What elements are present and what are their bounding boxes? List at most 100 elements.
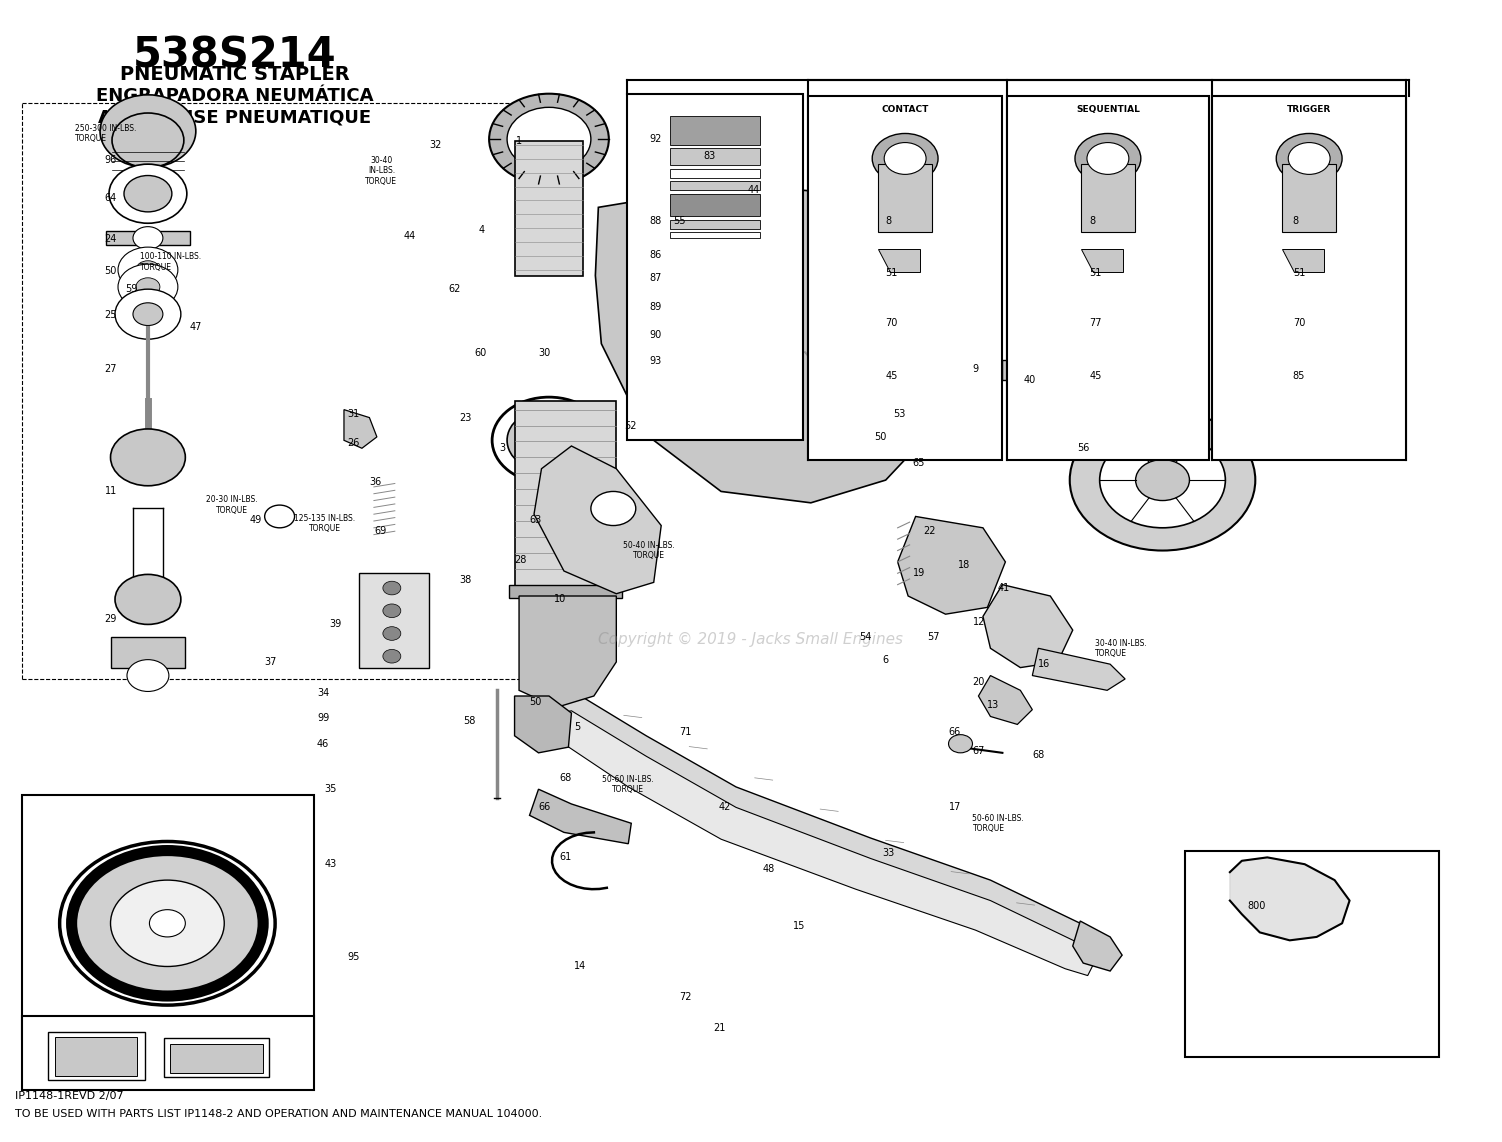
Text: 36: 36 bbox=[369, 477, 382, 488]
Text: 30-40 IN-LBS.
TORQUE: 30-40 IN-LBS. TORQUE bbox=[1095, 638, 1148, 658]
Text: 6: 6 bbox=[883, 654, 889, 665]
Circle shape bbox=[116, 289, 180, 339]
Text: PNEUMATIC STAPLER: PNEUMATIC STAPLER bbox=[120, 65, 350, 85]
Circle shape bbox=[383, 627, 401, 641]
FancyBboxPatch shape bbox=[56, 1037, 138, 1076]
FancyBboxPatch shape bbox=[515, 401, 616, 594]
Text: 27: 27 bbox=[105, 363, 117, 373]
FancyBboxPatch shape bbox=[1212, 96, 1406, 459]
Text: 69: 69 bbox=[374, 526, 386, 537]
Text: 61: 61 bbox=[559, 852, 572, 862]
Circle shape bbox=[383, 650, 401, 664]
Text: 50-40 IN-LBS.
TORQUE: 50-40 IN-LBS. TORQUE bbox=[623, 541, 674, 561]
Text: 26: 26 bbox=[347, 437, 359, 448]
FancyBboxPatch shape bbox=[670, 220, 760, 228]
Text: 51: 51 bbox=[886, 268, 898, 279]
Polygon shape bbox=[1230, 858, 1350, 940]
Text: 95: 95 bbox=[347, 952, 359, 963]
FancyBboxPatch shape bbox=[808, 96, 1002, 459]
Text: 15: 15 bbox=[793, 920, 805, 931]
Text: 41: 41 bbox=[997, 584, 1011, 593]
FancyBboxPatch shape bbox=[48, 1032, 144, 1080]
Polygon shape bbox=[978, 676, 1032, 724]
Text: 30: 30 bbox=[539, 348, 551, 357]
Polygon shape bbox=[545, 690, 1095, 955]
Polygon shape bbox=[1032, 649, 1125, 690]
Polygon shape bbox=[520, 596, 616, 707]
Text: 28: 28 bbox=[515, 555, 527, 564]
Text: 60: 60 bbox=[475, 348, 487, 357]
Text: TRIGGER: TRIGGER bbox=[1287, 105, 1331, 114]
Text: 8: 8 bbox=[1293, 216, 1299, 226]
Polygon shape bbox=[1081, 249, 1123, 272]
Text: 52: 52 bbox=[623, 420, 637, 431]
Text: 42: 42 bbox=[718, 803, 730, 812]
FancyBboxPatch shape bbox=[1140, 380, 1185, 449]
FancyBboxPatch shape bbox=[164, 1038, 269, 1077]
Text: 8: 8 bbox=[886, 216, 892, 226]
Circle shape bbox=[101, 95, 195, 168]
Text: 46: 46 bbox=[317, 739, 329, 749]
Text: 83: 83 bbox=[703, 151, 715, 161]
FancyBboxPatch shape bbox=[670, 232, 760, 238]
Text: 1: 1 bbox=[517, 136, 523, 146]
Polygon shape bbox=[107, 231, 189, 244]
Text: 8: 8 bbox=[1089, 216, 1095, 226]
Text: 53: 53 bbox=[894, 409, 906, 419]
Text: ENGRAPADORA NEUMÁTICA: ENGRAPADORA NEUMÁTICA bbox=[96, 87, 374, 105]
Text: 92: 92 bbox=[649, 134, 661, 144]
Text: 50: 50 bbox=[530, 697, 542, 707]
Text: CONTACT: CONTACT bbox=[882, 105, 928, 114]
FancyBboxPatch shape bbox=[1081, 164, 1136, 232]
FancyBboxPatch shape bbox=[670, 194, 760, 217]
Text: 51: 51 bbox=[1089, 268, 1101, 279]
Text: 77: 77 bbox=[1089, 319, 1101, 328]
Text: 51: 51 bbox=[1293, 268, 1305, 279]
Text: 85: 85 bbox=[1293, 370, 1305, 380]
Polygon shape bbox=[111, 637, 185, 668]
Text: 40: 40 bbox=[1023, 375, 1035, 385]
Text: 54: 54 bbox=[859, 632, 871, 642]
Polygon shape bbox=[595, 185, 960, 502]
Text: 43: 43 bbox=[324, 859, 336, 869]
Text: 800: 800 bbox=[1248, 901, 1266, 911]
Text: 3: 3 bbox=[500, 443, 506, 453]
Polygon shape bbox=[898, 516, 1005, 614]
Polygon shape bbox=[879, 249, 921, 272]
Text: 37: 37 bbox=[264, 657, 276, 667]
Text: AGRAFEUSE PNEUMATIQUE: AGRAFEUSE PNEUMATIQUE bbox=[98, 108, 371, 127]
Text: 71: 71 bbox=[679, 727, 691, 738]
Circle shape bbox=[1136, 459, 1190, 500]
Text: 34: 34 bbox=[317, 687, 329, 698]
Text: 66: 66 bbox=[539, 803, 551, 812]
Circle shape bbox=[72, 851, 263, 996]
Text: Copyright © 2019 - Jacks Small Engines: Copyright © 2019 - Jacks Small Engines bbox=[598, 632, 904, 646]
FancyBboxPatch shape bbox=[509, 585, 622, 598]
FancyBboxPatch shape bbox=[170, 1044, 263, 1073]
Text: IP1148-1REVD 2/07: IP1148-1REVD 2/07 bbox=[15, 1091, 123, 1101]
Circle shape bbox=[125, 176, 171, 212]
Text: 13: 13 bbox=[987, 700, 1000, 710]
Text: 17: 17 bbox=[949, 803, 961, 812]
Circle shape bbox=[508, 409, 590, 472]
Text: 63: 63 bbox=[530, 515, 542, 525]
Text: 20-30 IN-LBS.
TORQUE: 20-30 IN-LBS. TORQUE bbox=[206, 496, 257, 515]
Text: 16: 16 bbox=[1038, 659, 1050, 669]
Polygon shape bbox=[982, 585, 1072, 668]
Circle shape bbox=[111, 429, 185, 485]
Text: 9: 9 bbox=[972, 363, 979, 373]
Circle shape bbox=[1087, 143, 1130, 175]
Text: 5: 5 bbox=[574, 722, 581, 732]
Text: 38: 38 bbox=[460, 576, 472, 585]
Circle shape bbox=[134, 303, 162, 325]
Circle shape bbox=[119, 247, 177, 292]
Circle shape bbox=[508, 107, 590, 171]
Text: 59: 59 bbox=[126, 284, 138, 295]
Text: 35: 35 bbox=[324, 785, 336, 794]
FancyBboxPatch shape bbox=[23, 795, 314, 1039]
Polygon shape bbox=[545, 710, 1095, 975]
FancyBboxPatch shape bbox=[670, 169, 760, 178]
Circle shape bbox=[1075, 134, 1142, 184]
Text: 10: 10 bbox=[553, 595, 566, 604]
Polygon shape bbox=[530, 789, 631, 844]
